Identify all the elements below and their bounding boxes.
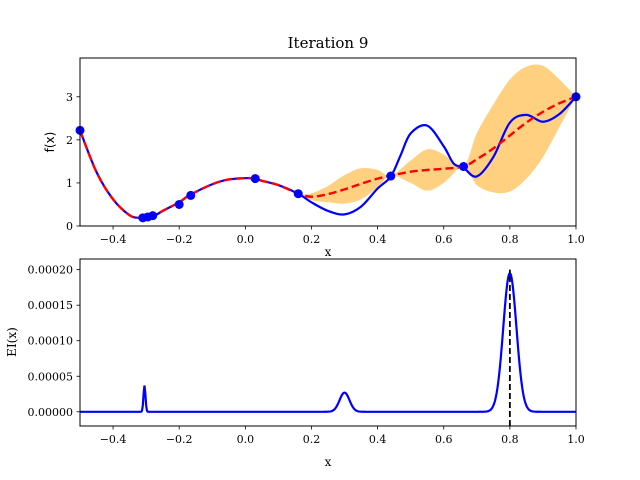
bottom-y-tick-label: 0.00020: [28, 264, 74, 277]
observation-point: [459, 162, 469, 172]
top-y-ticks: 0 1 2 3: [66, 91, 80, 233]
bottom-x-tick-label: 0.8: [501, 433, 519, 446]
top-y-tick-label: 0: [66, 220, 73, 233]
top-x-axis-label: x: [325, 245, 332, 259]
observation-point: [250, 174, 260, 184]
bottom-x-tick-label: 0.0: [237, 433, 255, 446]
top-x-tick-label: 0.8: [501, 233, 519, 246]
top-y-tick-label: 3: [66, 91, 73, 104]
bottom-y-tick-label: 0.00015: [28, 299, 74, 312]
top-x-tick-label: 1.0: [567, 233, 585, 246]
top-x-tick-label: 0.4: [369, 233, 387, 246]
top-plot: Iteration 9 −0.4 −0.2 0.0 0.2 0.4 0.6 0.8 1.0 0…: [43, 34, 585, 259]
confidence-band: [80, 64, 576, 218]
bottom-plot: −0.4 −0.2 0.0 0.2 0.4 0.6 0.8 1.0 0.000000.0000…: [5, 258, 585, 469]
bottom-y-ticks: 0.00000 0.00005 0.00010 0.00015 0.00020: [28, 264, 80, 419]
bottom-axes-frame: [79, 258, 577, 427]
confidence-band-layer: [80, 64, 576, 218]
top-plot-title: Iteration 9: [288, 34, 369, 52]
top-y-axis-label: f(x): [43, 132, 57, 153]
observation-point: [174, 199, 184, 209]
top-x-ticks: −0.4 −0.2 0.0 0.2 0.4 0.6 0.8 1.0: [100, 226, 585, 246]
bottom-y-axis-label: EI(x): [5, 327, 19, 357]
observation-point: [186, 190, 196, 200]
top-axes-frame: [79, 57, 577, 227]
top-y-tick-label: 1: [66, 177, 73, 190]
bottom-x-ticks: −0.4 −0.2 0.0 0.2 0.4 0.6 0.8 1.0: [100, 426, 585, 446]
top-x-tick-label: 0.0: [237, 233, 255, 246]
ei-series-layer: [80, 269, 576, 426]
observation-point: [386, 171, 396, 181]
bottom-x-tick-label: −0.4: [100, 433, 127, 446]
bottom-y-tick-label: 0.00010: [28, 335, 74, 348]
observation-point: [293, 189, 303, 199]
bottom-x-tick-label: 0.4: [369, 433, 387, 446]
top-x-tick-label: −0.4: [100, 233, 127, 246]
top-x-tick-label: −0.2: [166, 233, 193, 246]
bottom-x-tick-label: 1.0: [567, 433, 585, 446]
top-y-tick-label: 2: [66, 134, 73, 147]
observations-layer: [75, 92, 581, 223]
ei-line: [80, 271, 576, 413]
top-x-tick-label: 0.6: [435, 233, 453, 246]
observation-point: [148, 211, 158, 221]
bottom-x-axis-label: x: [325, 455, 332, 469]
bottom-y-tick-label: 0.00005: [28, 370, 74, 383]
bottom-x-tick-label: 0.6: [435, 433, 453, 446]
bottom-x-tick-label: 0.2: [303, 433, 321, 446]
bottom-y-tick-label: 0.00000: [28, 406, 74, 419]
bottom-x-tick-label: −0.2: [166, 433, 193, 446]
top-x-tick-label: 0.2: [303, 233, 321, 246]
